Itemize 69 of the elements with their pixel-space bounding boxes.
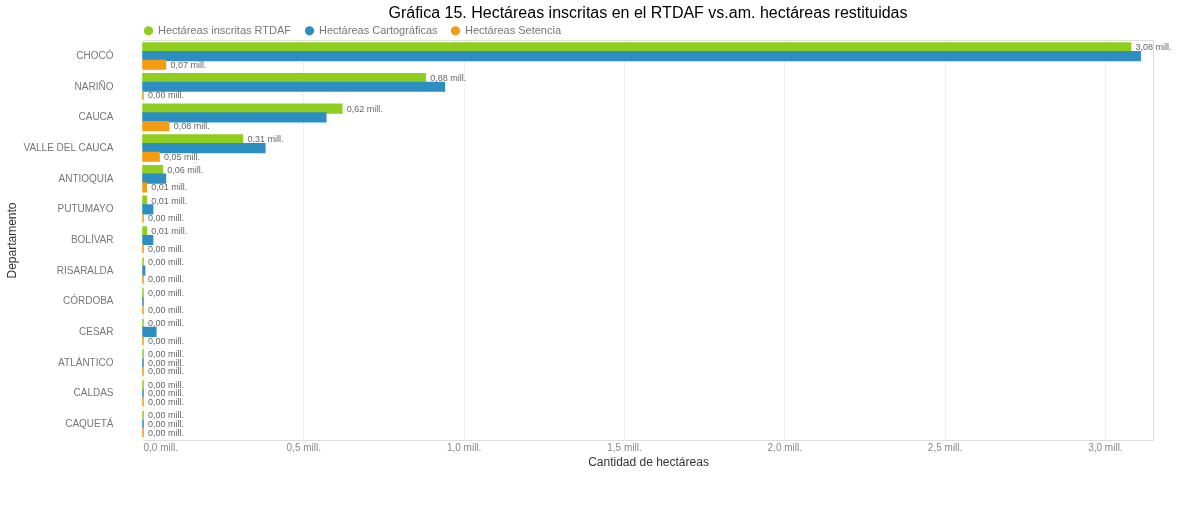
x-tick-label: 1,0 mill. — [446, 441, 482, 453]
data-label: 0,00 mill. — [148, 410, 185, 421]
data-label: 0,07 mill. — [170, 59, 207, 70]
bar — [142, 59, 167, 70]
y-tick-label: ANTIOQUIA — [58, 172, 114, 184]
x-tick-label: 0,0 mill. — [143, 441, 178, 453]
data-label: 0,00 mill. — [148, 243, 185, 254]
data-label: 0,62 mill. — [346, 103, 383, 114]
legend-label: Hectáreas inscritas RTDAF — [158, 23, 292, 36]
chart-title: Gráfica 15. Hectáreas inscritas en el RTDAF vs.am. hectáreas restituidas — [388, 4, 908, 21]
y-axis-title: Departamento — [5, 202, 20, 279]
data-label: 0,00 mill. — [148, 318, 185, 329]
data-label: 0,00 mill. — [148, 418, 185, 429]
x-tick-label: 3,0 mill. — [1088, 441, 1123, 453]
bar — [142, 51, 1141, 62]
bar — [142, 326, 157, 338]
data-label: 0,00 mill. — [148, 256, 185, 267]
x-tick-label: 1,5 mill. — [607, 441, 642, 453]
bar — [142, 112, 327, 123]
data-label: 0,31 mill. — [247, 134, 284, 145]
legend-label: Hectáreas Cartográficas — [319, 23, 439, 36]
data-label: 0,00 mill. — [148, 213, 185, 224]
data-label: 0,00 mill. — [148, 335, 185, 346]
data-label: 0,06 mill. — [167, 165, 204, 176]
data-label: 0,00 mill. — [148, 90, 185, 101]
data-label: 0,08 mill. — [173, 121, 210, 132]
y-tick-label: CHOCÓ — [76, 49, 114, 62]
x-tick-label: 0,5 mill. — [286, 441, 322, 453]
bar — [142, 204, 154, 215]
y-tick-label: PUTUMAYO — [57, 203, 114, 215]
y-tick-label: CAQUETÁ — [65, 416, 114, 429]
data-label: 0,00 mill. — [148, 357, 185, 368]
y-tick-label: VALLE DEL CAUCA — [23, 142, 114, 154]
data-label: 0,00 mill. — [148, 274, 185, 285]
bar — [142, 234, 154, 246]
data-label: 0,00 mill. — [148, 379, 185, 390]
data-label: 0,01 mill. — [151, 226, 188, 237]
bar — [142, 173, 167, 184]
bar — [142, 151, 160, 162]
bar — [142, 226, 147, 237]
y-tick-label: CESAR — [79, 325, 114, 337]
y-tick-label: BOLÍVAR — [70, 233, 114, 245]
data-label: 0,00 mill. — [148, 348, 185, 359]
data-label: 0,01 mill. — [151, 195, 188, 206]
y-tick-label: NARIÑO — [74, 79, 114, 92]
y-tick-label: RISARALDA — [56, 264, 114, 276]
legend-label: Hectáreas Setencia — [465, 23, 562, 36]
data-label: 0,00 mill. — [148, 388, 185, 399]
bar — [142, 120, 170, 132]
y-tick-label: CÓRDOBA — [62, 294, 114, 307]
data-label: 3,08 mill. — [1135, 42, 1172, 53]
bar — [142, 182, 147, 193]
data-label: 0,88 mill. — [430, 73, 467, 84]
data-label: 0,05 mill. — [164, 151, 201, 162]
data-label: 0,00 mill. — [148, 287, 185, 298]
y-tick-label: CAUCA — [78, 111, 114, 123]
data-label: 0,00 mill. — [148, 304, 185, 315]
y-tick-label: ATLÁNTICO — [58, 355, 114, 368]
x-tick-label: 2,0 mill. — [767, 441, 802, 453]
data-label: 0,01 mill. — [151, 182, 188, 193]
data-label: 0,00 mill. — [148, 396, 185, 407]
x-axis-title: Cantidad de hectáreas — [588, 454, 709, 469]
bar — [142, 142, 266, 154]
bar — [142, 81, 446, 92]
bar — [142, 164, 163, 176]
y-tick-label: CALDAS — [73, 387, 114, 399]
data-label: 0,00 mill. — [148, 427, 185, 438]
x-tick-label: 2,5 mill. — [927, 441, 963, 453]
data-label: 0,00 mill. — [148, 366, 185, 377]
